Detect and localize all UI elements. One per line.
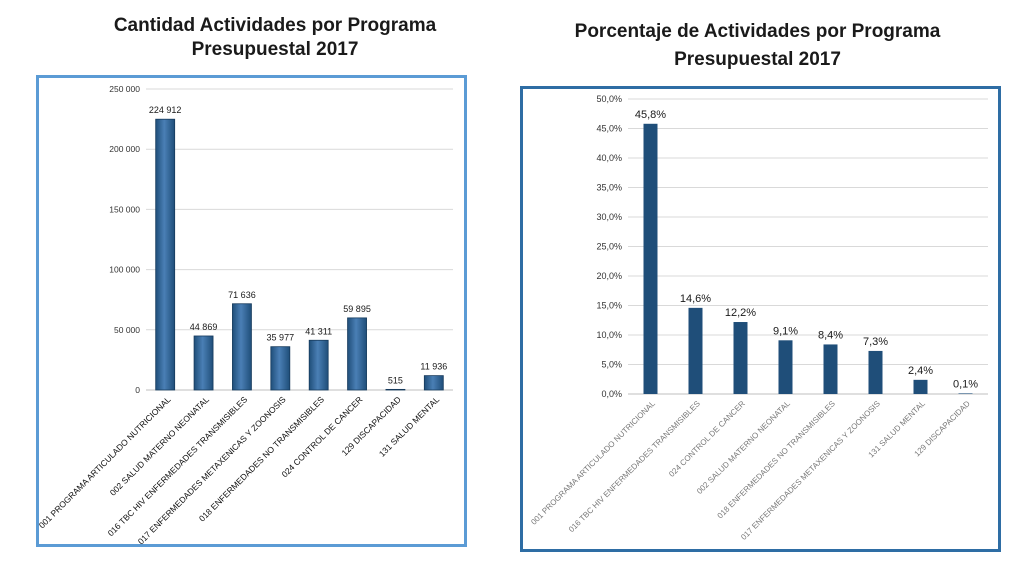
right-chart-frame xyxy=(520,86,1001,552)
left-chart-frame xyxy=(36,75,467,547)
left-chart-title: Cantidad Actividades por Programa Presup… xyxy=(113,15,437,60)
right-chart-title: Porcentaje de Actividades por Programa P… xyxy=(574,21,941,70)
